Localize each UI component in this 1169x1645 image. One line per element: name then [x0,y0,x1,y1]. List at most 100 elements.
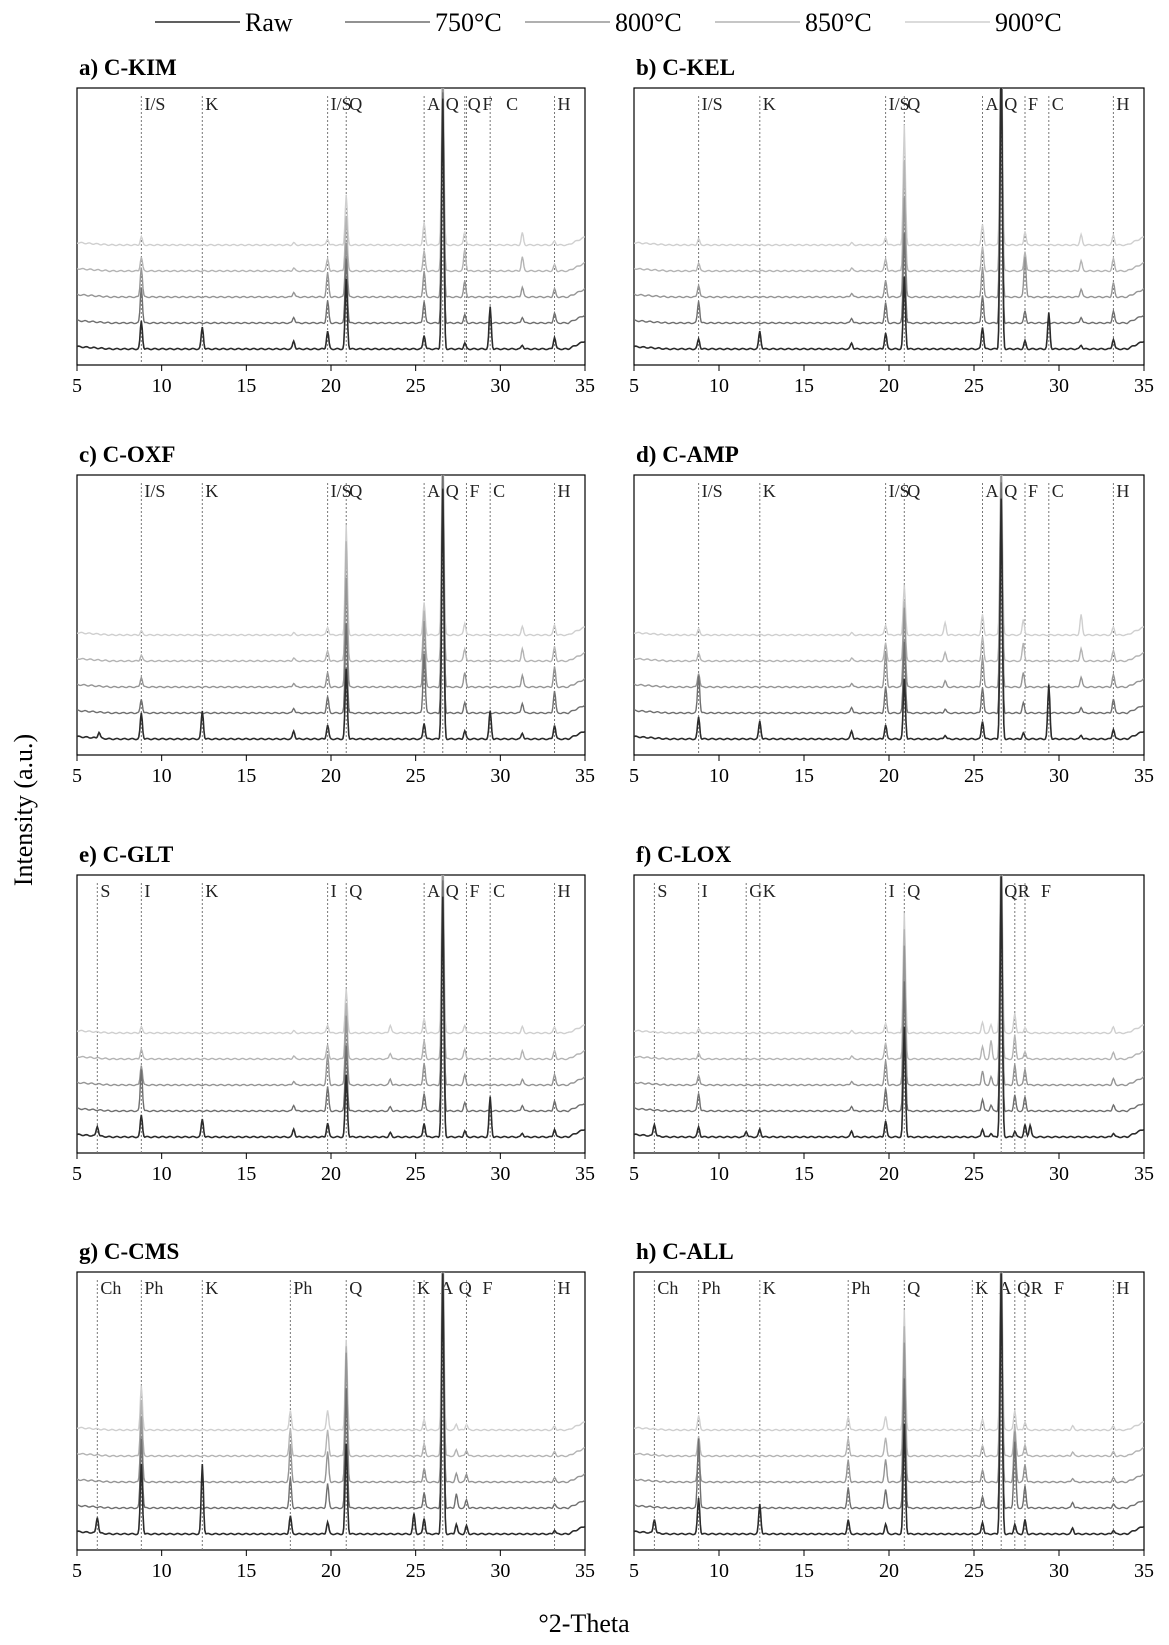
x-tick-label: 15 [236,765,256,787]
peak-label: F [482,94,492,114]
peak-label: I [144,881,150,901]
peak-label: I/S [702,481,723,501]
series-trace [634,475,1144,637]
x-tick-label: 35 [575,765,595,787]
x-tick-label: 25 [964,765,984,787]
peak-label: I/S [889,481,910,501]
peak-label: I/S [331,481,352,501]
x-tick-label: 30 [490,1163,510,1185]
peak-label: Q [907,94,920,114]
x-tick-label: 25 [406,375,426,397]
panel-title: h) C-ALL [636,1239,734,1264]
x-tick-label: 35 [575,1163,595,1185]
peak-label: K [763,1278,776,1298]
series-trace [77,92,585,325]
peak-label: Q [446,881,459,901]
x-tick-label: 20 [879,375,899,397]
x-tick-label: 25 [964,1163,984,1185]
peak-label: Q [1017,1278,1030,1298]
x-tick-label: 35 [575,375,595,397]
x-tick-label: 35 [1134,375,1154,397]
series-trace [77,880,585,1113]
series-trace [634,498,1144,741]
series-trace [77,896,585,1139]
series-trace [77,98,585,351]
x-tick-label: 20 [321,1560,341,1582]
series-trace [77,1272,585,1432]
peak-label: K [763,94,776,114]
peak-label: Q [446,94,459,114]
series-trace [77,475,585,663]
series-trace [77,475,585,715]
peak-label: H [1116,481,1129,501]
x-tick-label: 10 [152,765,172,787]
x-tick-label: 25 [964,1560,984,1582]
panel-title: a) C-KIM [79,55,177,80]
peak-label: H [558,481,571,501]
legend-label: Raw [245,8,293,37]
peak-label: Q [1004,94,1017,114]
x-tick-label: 20 [879,1560,899,1582]
peak-label: F [1041,881,1051,901]
peak-label: Q [349,94,362,114]
x-tick-label: 25 [406,765,426,787]
x-axis-title: °2-Theta [538,1609,630,1638]
peak-label: Q [1004,481,1017,501]
series-trace [77,88,585,273]
x-tick-label: 5 [72,1560,82,1582]
panel-title: g) C-CMS [79,1239,179,1264]
peak-label: Q [349,1278,362,1298]
series-trace [77,1273,585,1536]
x-tick-label: 15 [794,375,814,397]
peak-label: H [1116,1278,1129,1298]
peak-label: C [493,481,505,501]
x-tick-label: 15 [794,1560,814,1582]
x-tick-label: 10 [709,375,729,397]
peak-label: A [427,481,440,501]
series-trace [77,475,585,637]
x-tick-label: 10 [709,765,729,787]
series-trace [77,875,585,1087]
series-trace [634,875,1144,1035]
x-tick-label: 30 [1049,1560,1069,1582]
peak-label: I/S [144,94,165,114]
peak-label: F [1028,94,1038,114]
peak-label: Ch [657,1278,678,1298]
x-tick-label: 30 [490,1560,510,1582]
peak-label: S [657,881,667,901]
peak-label: K [205,881,218,901]
peak-label: Ph [702,1278,721,1298]
x-tick-label: 20 [321,765,341,787]
x-tick-label: 30 [1049,765,1069,787]
series-trace [634,875,1144,1061]
series-trace [77,1272,585,1484]
x-tick-label: 30 [490,375,510,397]
series-trace [77,88,585,299]
peak-label: Q [907,481,920,501]
x-tick-label: 15 [236,375,256,397]
legend-label: 800°C [615,8,682,37]
panel-title: e) C-GLT [79,842,173,867]
peak-label: Q [468,94,481,114]
panel-title: d) C-AMP [636,442,739,467]
x-tick-label: 35 [1134,1163,1154,1185]
x-tick-label: 20 [879,1163,899,1185]
legend: Raw 750°C 800°C 850°C 900°C [155,8,1062,37]
peak-label: Ph [144,1278,163,1298]
series-trace [634,88,1144,299]
series-trace [634,1272,1144,1432]
x-tick-label: 10 [152,1560,172,1582]
x-tick-label: 20 [879,765,899,787]
peak-label: H [558,881,571,901]
x-tick-label: 30 [1049,1163,1069,1185]
x-tick-label: 30 [1049,375,1069,397]
legend-label: 850°C [805,8,872,37]
x-tick-label: 15 [236,1163,256,1185]
